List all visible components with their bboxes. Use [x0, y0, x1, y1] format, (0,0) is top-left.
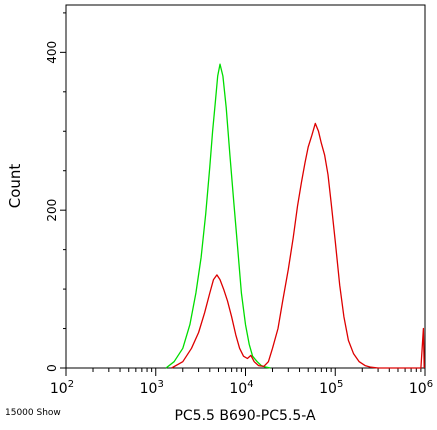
x-tick-label: 106: [409, 379, 433, 397]
histogram-series-2: [171, 122, 425, 369]
x-axis-label: PC5.5 B690-PC5.5-A: [174, 408, 316, 424]
x-axis-ticks: 102 103 104 105 106: [50, 368, 433, 397]
x-tick-label: 105: [319, 379, 343, 397]
y-axis-label: Count: [6, 164, 24, 209]
x-tick-label: 103: [140, 379, 164, 397]
plot-frame: [65, 4, 426, 369]
y-tick-label: 200: [45, 199, 59, 222]
x-tick-label: 102: [50, 379, 74, 397]
x-tick-label: 104: [229, 379, 253, 397]
footer-note: 15000 Show: [5, 408, 61, 418]
y-tick-label: 0: [45, 364, 59, 372]
series-layer: [165, 63, 425, 369]
y-tick-label: 400: [45, 41, 59, 64]
histogram-series-1: [165, 63, 271, 369]
y-axis-ticks: 0 200 400: [45, 12, 66, 372]
